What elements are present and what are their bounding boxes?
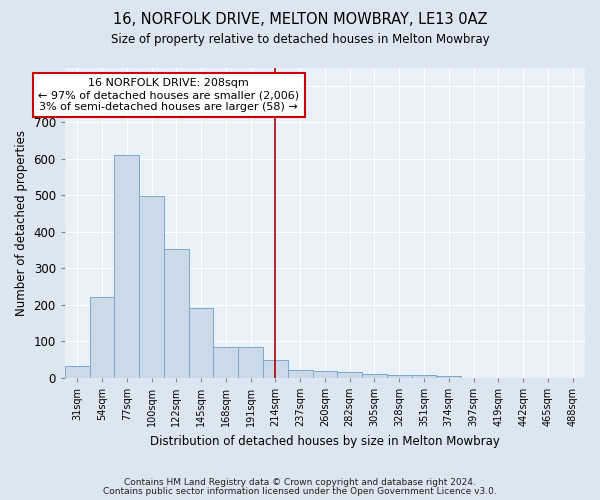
Bar [412,375,436,378]
Text: 16 NORFOLK DRIVE: 208sqm
← 97% of detached houses are smaller (2,006)
3% of semi: 16 NORFOLK DRIVE: 208sqm ← 97% of detach… [38,78,299,112]
Bar [115,155,139,378]
Bar [263,360,288,378]
Bar [89,298,115,378]
Bar [436,376,461,378]
Text: Contains public sector information licensed under the Open Government Licence v3: Contains public sector information licen… [103,487,497,496]
Bar [362,374,387,378]
Bar [313,371,337,378]
Bar [337,372,362,378]
Bar [288,370,313,378]
Bar [65,366,89,378]
Bar [387,375,412,378]
Bar [214,346,238,378]
Text: Contains HM Land Registry data © Crown copyright and database right 2024.: Contains HM Land Registry data © Crown c… [124,478,476,487]
Y-axis label: Number of detached properties: Number of detached properties [15,130,28,316]
Bar [164,249,188,378]
Text: Size of property relative to detached houses in Melton Mowbray: Size of property relative to detached ho… [110,32,490,46]
X-axis label: Distribution of detached houses by size in Melton Mowbray: Distribution of detached houses by size … [150,434,500,448]
Bar [188,308,214,378]
Text: 16, NORFOLK DRIVE, MELTON MOWBRAY, LE13 0AZ: 16, NORFOLK DRIVE, MELTON MOWBRAY, LE13 … [113,12,487,28]
Bar [139,196,164,378]
Bar [238,346,263,378]
